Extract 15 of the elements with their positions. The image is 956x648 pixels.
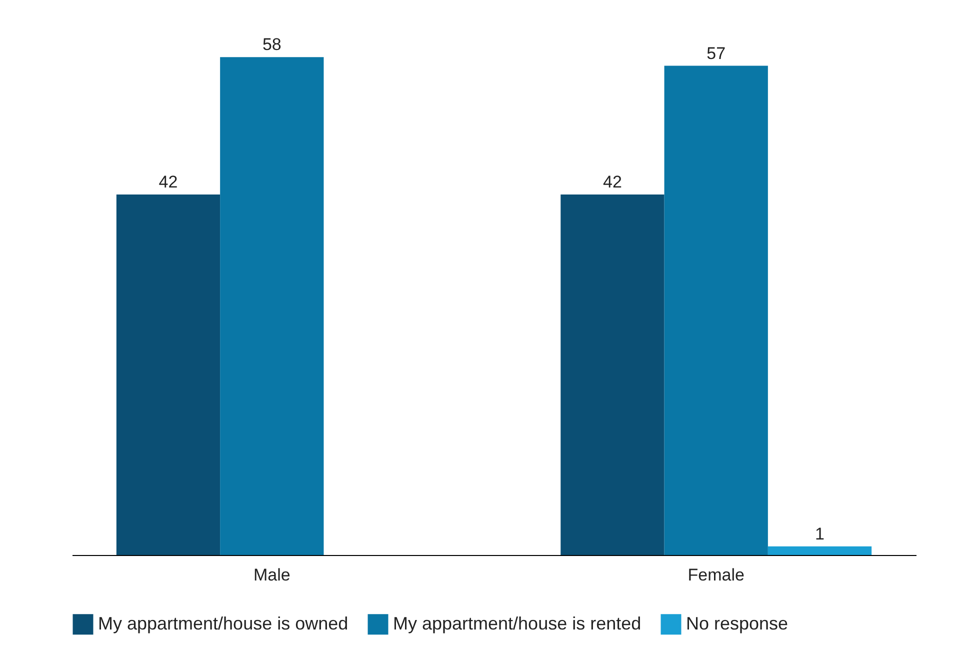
data-label: 1: [815, 524, 824, 544]
data-label: 42: [158, 172, 178, 192]
bar: [560, 194, 664, 555]
x-tick-label: Male: [253, 566, 290, 584]
x-tick-label: Female: [688, 566, 744, 584]
data-label: 57: [706, 44, 726, 63]
legend-label: No response: [686, 613, 788, 634]
legend-label: My appartment/house is owned: [98, 613, 348, 634]
bar: [220, 57, 324, 555]
data-label: 58: [262, 35, 282, 54]
legend-label: My appartment/house is rented: [393, 613, 642, 634]
data-label: 42: [602, 172, 622, 192]
bar: [768, 546, 872, 555]
bar: [664, 66, 768, 555]
bar: [116, 194, 220, 555]
